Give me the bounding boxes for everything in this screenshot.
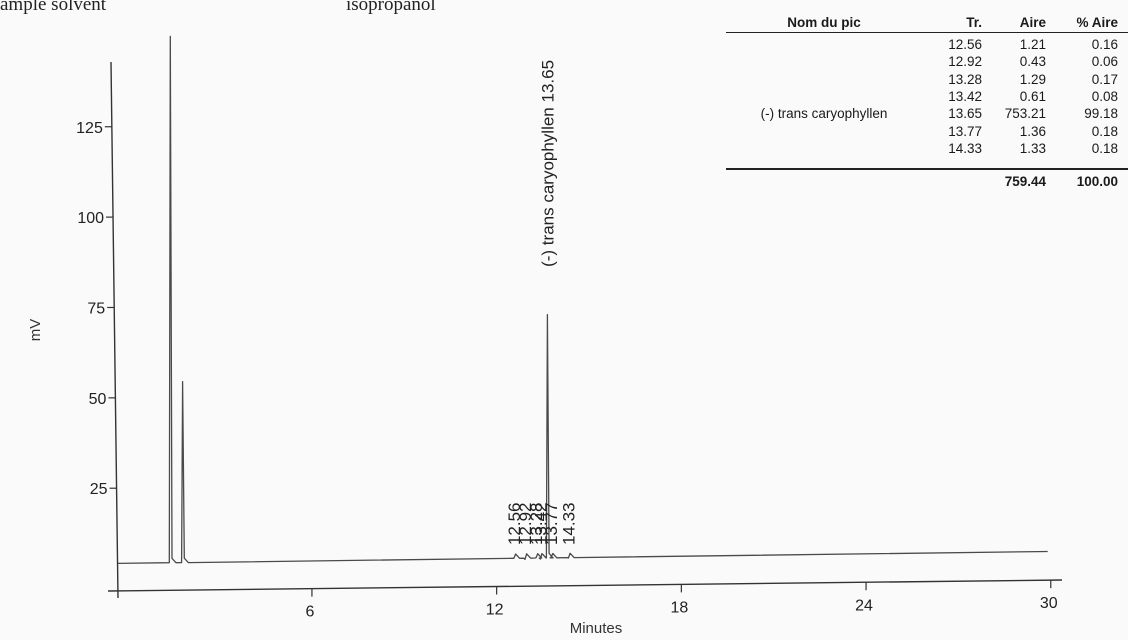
header-peak-name: Nom du pic: [787, 15, 861, 30]
area-cell: 0.43: [1019, 54, 1046, 70]
x-tick-label: 6: [305, 604, 314, 621]
y-tick-label: 100: [77, 210, 104, 227]
y-tick-label: 125: [76, 120, 103, 137]
area-cell: 1.29: [1019, 71, 1046, 87]
total-tr-cell: [922, 174, 982, 192]
peak-table-body: 12.56 1.21 0.16 12.92 0.43 0.06 13.28 1.29 0.17 1…: [726, 33, 1128, 157]
sample-note: ample solvent: [0, 0, 107, 15]
chart-ticks: 6 12 18 24 30 25 50 75 100 125: [76, 120, 1058, 621]
retention-time-cell: 13.42: [948, 89, 982, 105]
x-tick-label: 30: [1040, 595, 1058, 612]
retention-time-cell: 13.65: [948, 106, 982, 122]
total-name-cell: [726, 174, 922, 192]
y-axis-title: mV: [27, 319, 44, 342]
peak-table-total: 759.44 100.00: [726, 168, 1128, 192]
retention-time-cell: 14.33: [948, 140, 982, 156]
chromatogram-trace: [117, 35, 1048, 565]
area-percent-cell: 0.08: [1091, 89, 1118, 105]
x-axis-title: Minutes: [570, 620, 623, 637]
x-tick-label: 24: [855, 597, 873, 614]
chart-trace: [117, 35, 1048, 565]
peak-name-cell: (-) trans caryophyllen: [760, 106, 888, 122]
area-percent-cell: 99.18: [1084, 106, 1118, 122]
solvent-note: isopropanol: [346, 0, 436, 15]
x-axis-line: [107, 579, 1063, 592]
peak-label: 14.33: [559, 502, 578, 545]
area-cell: 753.21: [1004, 106, 1046, 122]
peak-table-header: Nom du pic Tr. Aire % Aire: [726, 6, 1128, 33]
header-area-percent: % Aire: [1076, 15, 1118, 30]
peak-label: 13.77: [542, 502, 561, 545]
peak-table: Nom du pic Tr. Aire % Aire 12.56 1.21 0.16…: [726, 6, 1128, 192]
area-cell: 1.21: [1019, 37, 1046, 53]
area-percent-cell: 0.06: [1091, 54, 1118, 70]
table-row: 12.56 1.21 0.16: [726, 36, 1128, 53]
header-area: Aire: [1019, 15, 1046, 30]
retention-time-cell: 12.92: [948, 54, 982, 70]
header-retention-time: Tr.: [966, 15, 982, 30]
table-row: (-) trans caryophyllen 13.65 753.21 99.18: [726, 105, 1128, 122]
y-tick-label: 25: [90, 481, 108, 498]
table-row: 12.92 0.43 0.06: [726, 53, 1128, 70]
area-cell: 1.33: [1019, 140, 1046, 156]
main-peak-label: (-) trans caryophyllen 13.65: [538, 60, 557, 267]
table-row: 13.42 0.61 0.08: [726, 88, 1128, 105]
x-tick-label: 18: [670, 599, 688, 616]
table-row: 14.33 1.33 0.18: [726, 140, 1128, 157]
retention-time-cell: 13.77: [948, 123, 982, 139]
peak-label: 12.56: [505, 502, 524, 545]
total-area-percent: 100.00: [1076, 174, 1118, 190]
retention-time-cell: 12.56: [948, 37, 982, 53]
area-percent-cell: 0.17: [1091, 71, 1118, 87]
peak-label: 12.92: [516, 502, 535, 545]
table-row: 13.28 1.29 0.17: [726, 71, 1128, 88]
area-cell: 1.36: [1019, 123, 1046, 139]
area-percent-cell: 0.18: [1091, 140, 1118, 156]
y-tick-label: 75: [87, 300, 105, 317]
area-cell: 0.61: [1019, 89, 1046, 105]
area-percent-cell: 0.16: [1091, 37, 1118, 53]
table-row: 13.77 1.36 0.18: [726, 122, 1128, 139]
area-percent-cell: 0.18: [1091, 123, 1118, 139]
peak-label: 13.42: [531, 502, 550, 545]
peak-label: 13.28: [527, 503, 546, 546]
y-axis-line: [110, 61, 119, 599]
x-tick-label: 12: [486, 602, 504, 619]
y-tick-label: 50: [89, 391, 107, 408]
chart-axes: [107, 61, 1063, 599]
retention-time-cell: 13.28: [948, 71, 982, 87]
total-area: 759.44: [1004, 174, 1046, 190]
